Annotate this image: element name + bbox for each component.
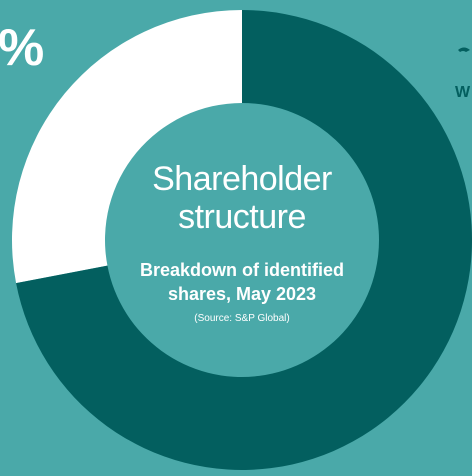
icon (458, 47, 470, 52)
annotation: % (0, 19, 45, 77)
chart-title: Shareholder structure (152, 160, 332, 236)
chart-subtitle: Breakdown of identified shares, May 2023 (139, 260, 344, 304)
donut-slice (11, 10, 242, 284)
source: (Source: S&P Global) (194, 313, 290, 324)
donut-slice (16, 10, 472, 470)
annotation: W (455, 84, 471, 101)
